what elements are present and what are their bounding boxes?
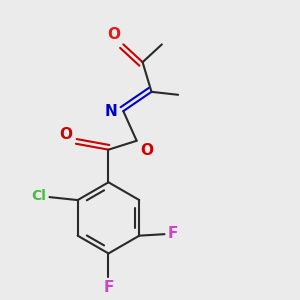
Text: O: O [140,143,153,158]
Text: O: O [107,27,120,42]
Text: F: F [104,280,114,295]
Text: N: N [105,103,117,118]
Text: Cl: Cl [32,189,46,202]
Text: F: F [167,226,178,241]
Text: O: O [59,127,72,142]
